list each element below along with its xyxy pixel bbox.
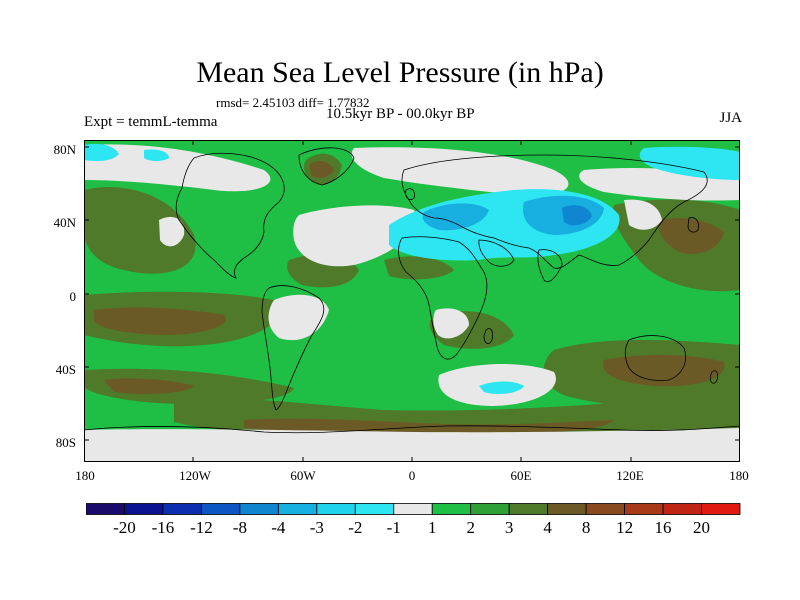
colorbar-swatch [662, 503, 702, 515]
colorbar-swatch [277, 503, 318, 515]
colorbar-label: -3 [309, 518, 324, 537]
colorbar-swatch [162, 503, 202, 515]
colorbar-label: -1 [386, 518, 401, 537]
lat-label-80n: 80N [53, 142, 76, 157]
anomaly-region [384, 256, 454, 280]
lon-label-60w: 60W [290, 468, 316, 483]
negative-region [144, 149, 169, 161]
coastline-greenland [298, 147, 355, 186]
colorbar-label: -8 [232, 518, 247, 537]
coastline-north-america [175, 152, 285, 279]
lat-label-40s: 40S [55, 362, 76, 377]
coastline-india [537, 249, 563, 282]
lon-label-0: 0 [408, 468, 416, 483]
lat-label-40n: 40N [53, 215, 76, 230]
lat-label-0: 0 [69, 289, 77, 304]
coastline-arabia [478, 239, 515, 267]
colorbar-label: -12 [190, 518, 213, 537]
period-label: 10.5kyr BP - 00.0kyr BP [326, 106, 475, 122]
colorbar-label: -16 [151, 518, 175, 537]
colorbar-label: 8 [581, 518, 591, 537]
colorbar-label: 12 [616, 518, 634, 537]
anomaly-core [104, 378, 194, 394]
colorbar-label: 4 [543, 518, 552, 537]
pressure-map [84, 140, 740, 462]
anomaly-core [94, 307, 226, 335]
coastline-madagascar [483, 328, 493, 344]
negative-region [479, 381, 524, 394]
colorbar [86, 503, 741, 515]
anomaly-neutral [433, 308, 469, 339]
colorbar-swatch [431, 503, 472, 515]
colorbar-swatch [86, 503, 125, 515]
colorbar-label: -2 [348, 518, 363, 537]
lat-label-80s: 80S [55, 435, 76, 450]
coastline-australia [624, 335, 686, 381]
colorbar-label: -4 [271, 518, 286, 537]
anomaly-neutral [293, 205, 416, 267]
colorbar-swatch [316, 503, 356, 515]
coastlines [84, 147, 740, 434]
coastline-japan [687, 217, 699, 233]
anomaly-neutral [268, 294, 329, 341]
coastline-south-america [261, 285, 325, 411]
lon-label-180e: 180 [729, 468, 749, 483]
map-ticks [84, 140, 740, 462]
anomaly-core [309, 160, 334, 178]
lon-label-120w: 120W [179, 468, 211, 483]
negative-region [84, 143, 119, 162]
negative-region [639, 146, 740, 180]
coastline-new-zealand [709, 370, 719, 384]
coastline-eurasia [401, 154, 708, 269]
colorbar-swatch [701, 503, 741, 515]
season-label: JJA [719, 110, 742, 126]
coastline-uk [405, 188, 415, 200]
stats-label: rmsd= 2.45103 diff= 1.77832 [216, 95, 370, 110]
colorbar-swatch [354, 503, 395, 515]
anomaly-neutral [84, 428, 740, 462]
negative-region [562, 205, 592, 226]
anomaly-neutral [624, 199, 662, 230]
anomaly-neutral [351, 147, 569, 196]
lon-label-60e: 60E [510, 468, 532, 483]
colorbar-label: 16 [654, 518, 672, 537]
coastline-antarctica [84, 425, 740, 434]
experiment-label: Expt = temmL-temma [84, 114, 218, 130]
chart-title: Mean Sea Level Pressure (in hPa) [196, 56, 604, 89]
colorbar-swatch [585, 503, 625, 515]
colorbar-swatch [547, 503, 587, 515]
colorbar-label: -20 [113, 518, 136, 537]
lon-label-120e: 120E [616, 468, 644, 483]
lon-label-180w: 180 [75, 468, 95, 483]
anomaly-region [84, 187, 196, 274]
colorbar-label: 2 [466, 518, 475, 537]
colorbar-swatch [508, 503, 549, 515]
anomaly-neutral [84, 144, 271, 192]
colorbar-label: 20 [693, 518, 711, 537]
colorbar-swatch [393, 503, 433, 515]
colorbar-swatch [624, 503, 664, 515]
anomaly-core [658, 218, 724, 254]
anomaly-neutral [159, 216, 185, 247]
colorbar-label: 1 [427, 518, 437, 537]
anomaly-core [603, 354, 725, 387]
colorbar-swatch [470, 503, 510, 515]
coastline-africa [398, 236, 488, 360]
colorbar-label: 3 [504, 518, 514, 537]
colorbar-swatch [124, 503, 164, 515]
colorbar-swatch [239, 503, 279, 515]
colorbar-swatch [201, 503, 241, 515]
negative-region [422, 203, 489, 231]
